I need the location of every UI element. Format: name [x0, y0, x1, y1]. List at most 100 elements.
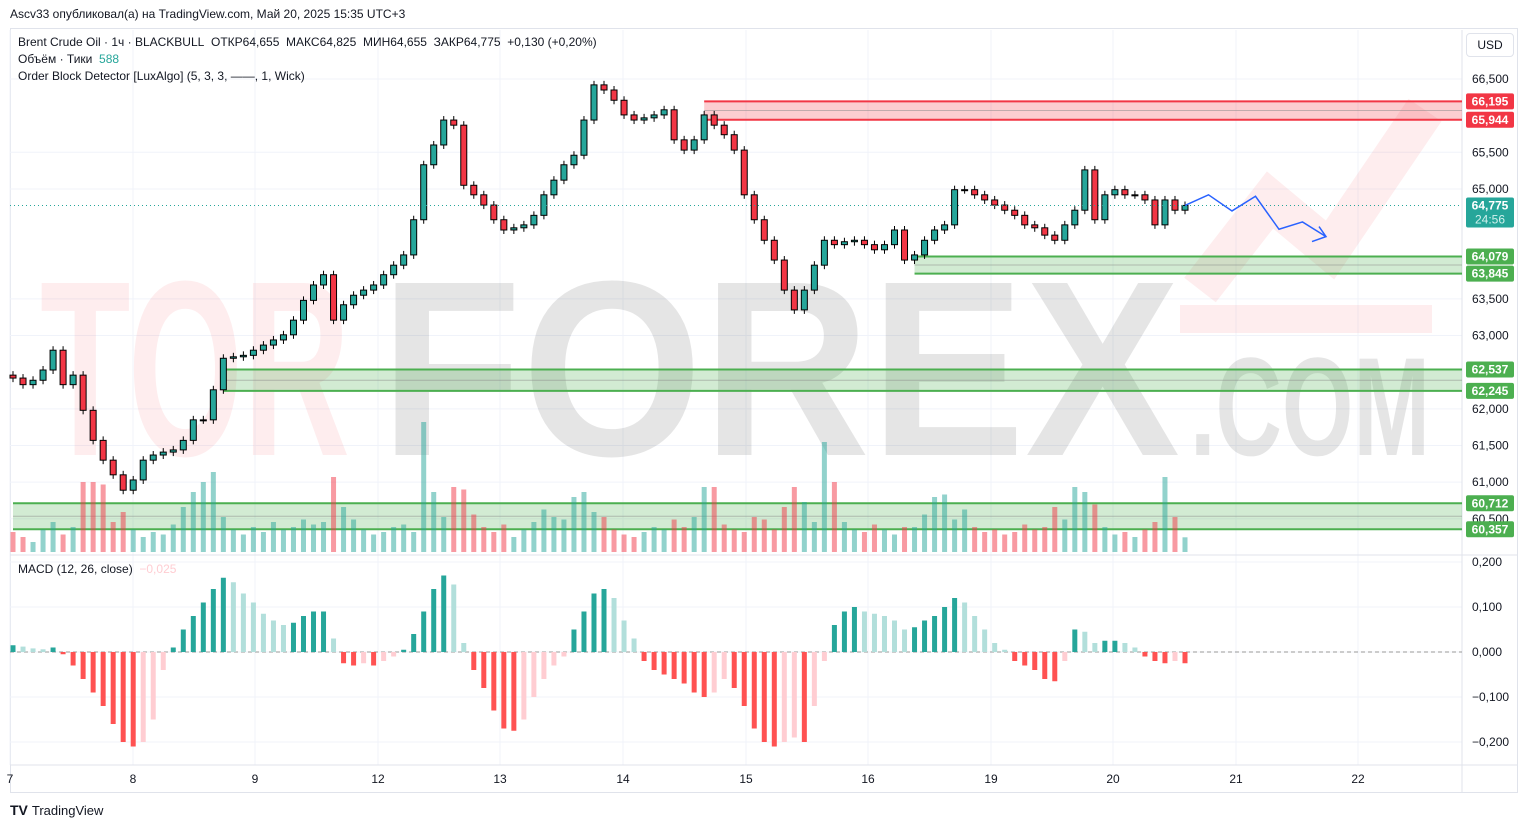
macd-tick-label: 0,000 — [1472, 645, 1502, 659]
candle-body — [29, 379, 37, 386]
volume-bar — [1132, 537, 1138, 552]
volume-bar — [1072, 487, 1078, 552]
volume-bar — [431, 492, 437, 552]
volume-bar — [250, 527, 256, 552]
volume-bar — [902, 527, 908, 552]
close-value: ЗАКР64,775 — [433, 35, 501, 49]
candle-body — [1031, 224, 1039, 229]
price-tick-label: 63,000 — [1472, 329, 1509, 343]
volume-bar — [741, 532, 747, 552]
volume-bar — [611, 529, 617, 552]
candle-body — [69, 374, 77, 386]
macd-bar — [701, 652, 707, 697]
volume-bar — [942, 494, 948, 552]
volume-bar — [381, 532, 387, 552]
macd-bar — [60, 652, 66, 655]
macd-bar — [190, 616, 196, 652]
macd-bar — [260, 613, 266, 652]
high-value: МАКС64,825 — [286, 35, 357, 49]
macd-bar — [821, 652, 827, 661]
change-value: +0,130 (+0,20%) — [507, 35, 597, 49]
indicator-legend[interactable]: Order Block Detector [LuxAlgo] (5, 3, 3,… — [18, 69, 305, 83]
candle-body — [730, 134, 738, 151]
macd-legend[interactable]: MACD (12, 26, close) −0,025 — [18, 562, 176, 576]
macd-bar — [771, 652, 777, 747]
candle-body — [991, 199, 999, 206]
symbol-name[interactable]: Brent Crude Oil · 1ч · BLACKBULL — [18, 35, 205, 49]
macd-bar — [881, 616, 887, 652]
macd-bar — [591, 593, 597, 652]
volume-bar — [321, 522, 327, 552]
volume-bar — [180, 507, 186, 552]
candle-body — [440, 119, 448, 146]
macd-bar — [1062, 652, 1068, 661]
candle-body — [660, 109, 668, 116]
macd-bar — [651, 652, 657, 670]
candle-body — [650, 114, 658, 119]
candle-body — [159, 451, 167, 456]
volume-bar — [972, 527, 978, 552]
macd-bar — [341, 652, 347, 664]
macd-bar — [321, 611, 327, 652]
volume-bar — [401, 524, 407, 552]
macd-bar — [170, 647, 176, 652]
ob-bottom-label: 62,245 — [1472, 384, 1509, 398]
volume-bar — [311, 524, 317, 552]
macd-bar — [1152, 652, 1158, 661]
open-value: ОТКР64,655 — [211, 35, 280, 49]
ob-top-label-bg — [1466, 495, 1514, 512]
candle-body — [289, 319, 297, 336]
macd-bar — [441, 575, 447, 652]
volume-bar — [1082, 492, 1088, 552]
candle-body — [780, 259, 788, 291]
candle-body — [680, 139, 688, 151]
time-tick-label: 12 — [371, 772, 385, 786]
macd-bar — [361, 652, 367, 664]
candle-body — [420, 164, 428, 221]
volume-bar — [631, 537, 637, 552]
watermark: TOR FOREX .COM — [40, 98, 1442, 508]
candle-body — [880, 244, 888, 251]
volume-bar — [40, 529, 46, 552]
macd-bar — [942, 607, 948, 652]
currency-button[interactable]: USD — [1466, 33, 1514, 57]
price-tick-label: 66,500 — [1472, 72, 1509, 86]
volume-legend[interactable]: Объём · Тики 588 — [18, 52, 119, 66]
macd-bar — [1032, 652, 1038, 670]
time-tick-label: 8 — [130, 772, 137, 786]
volume-bar — [140, 537, 146, 552]
tradingview-brand[interactable]: TV TradingView — [10, 802, 103, 818]
volume-bar — [1092, 504, 1098, 552]
candle-body — [600, 84, 608, 91]
volume-bar — [892, 534, 898, 552]
volume-bar — [731, 529, 737, 552]
macd-bar — [711, 652, 717, 693]
volume-bar — [501, 524, 507, 552]
macd-bar — [912, 627, 918, 652]
volume-bar — [160, 534, 166, 552]
volume-bar — [761, 519, 767, 552]
candle-body — [1081, 169, 1089, 211]
candle-body — [1041, 227, 1049, 236]
volume-bar — [661, 529, 667, 552]
price-tick-label: 63,500 — [1472, 292, 1509, 306]
candle-body — [550, 179, 558, 196]
time-tick-label: 15 — [739, 772, 753, 786]
candle-body — [340, 304, 348, 321]
candle-body — [961, 189, 969, 192]
volume-bar — [371, 534, 377, 552]
volume-bar — [1172, 517, 1178, 552]
macd-bar — [851, 607, 857, 652]
volume-bar — [1152, 522, 1158, 552]
macd-bar — [691, 652, 697, 693]
candle-body — [1131, 194, 1139, 197]
volume-bar — [841, 522, 847, 552]
watermark-text-com: .COM — [1190, 328, 1430, 485]
brand-label: TradingView — [31, 802, 104, 818]
time-tick-label: 21 — [1229, 772, 1243, 786]
candle-body — [400, 254, 408, 266]
volume-bar — [1162, 477, 1168, 552]
macd-bar — [781, 652, 787, 742]
candle-body — [219, 357, 227, 391]
